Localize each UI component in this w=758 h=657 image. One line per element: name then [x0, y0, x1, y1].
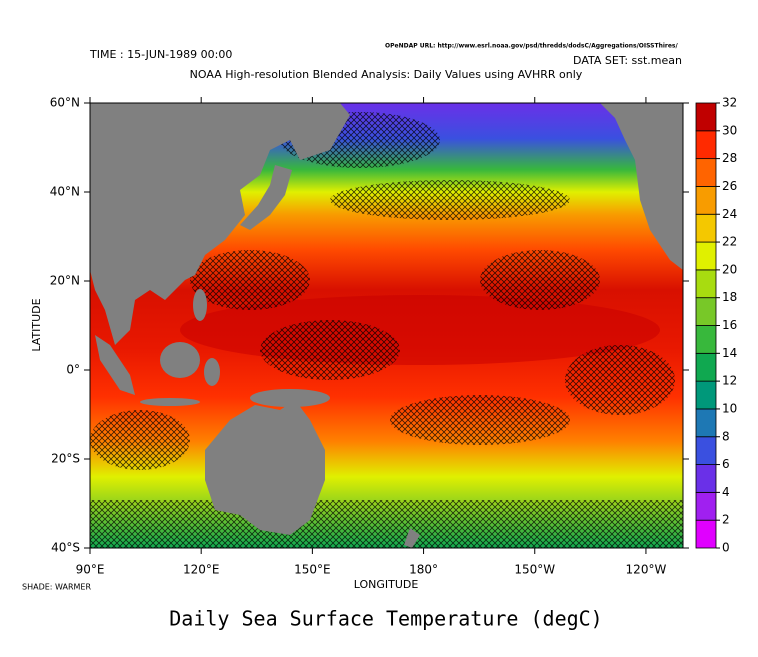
colorbar-swatch [695, 102, 717, 132]
colorbar-label: 16 [722, 318, 737, 332]
colorbar-label: 24 [722, 207, 737, 221]
colorbar-swatch [695, 241, 717, 271]
colorbar-swatch [695, 325, 717, 354]
x-tick-label: 150°W [514, 563, 555, 577]
y-tick-label: 40°N [50, 185, 80, 199]
colorbar-label: 0 [722, 541, 730, 555]
colorbar-swatch [695, 186, 717, 215]
colorbar-label: 8 [722, 429, 730, 443]
colorbar-label: 26 [722, 179, 737, 193]
colorbar-label: 28 [722, 151, 737, 165]
map-field [90, 103, 683, 548]
colorbar-label: 14 [722, 346, 737, 360]
x-tick-label: 120°E [183, 563, 220, 577]
source-url: OPeNDAP URL: http://www.esrl.noaa.gov/ps… [385, 43, 679, 50]
colorbar-swatch [695, 297, 717, 326]
colorbar-label: 10 [722, 401, 737, 415]
dataset-label: DATA SET: sst.mean [573, 54, 682, 67]
colorbar-label: 2 [722, 513, 730, 527]
colorbar-label: 30 [722, 123, 737, 137]
colorbar-swatch [695, 130, 717, 160]
land [90, 103, 683, 548]
time-label: TIME : 15-JUN-1989 00:00 [89, 48, 232, 61]
caption: Daily Sea Surface Temperature (degC) [169, 607, 602, 631]
x-tick-label: 180° [409, 563, 438, 577]
y-tick-label: 20°S [51, 452, 80, 466]
x-tick-label: 90°E [76, 563, 105, 577]
y-tick-label: 60°N [50, 96, 80, 110]
map-title: NOAA High-resolution Blended Analysis: D… [190, 68, 583, 81]
y-tick-label: 40°S [51, 541, 80, 555]
colorbar-label: 22 [722, 235, 737, 249]
shade-label: SHADE: WARMER [22, 583, 91, 592]
colorbar-swatch [695, 380, 717, 410]
colorbar-swatch [695, 352, 717, 382]
colorbar-swatch [695, 408, 717, 438]
colorbar-swatch [695, 464, 717, 493]
colorbar-swatch [695, 213, 717, 243]
colorbar-swatch [695, 269, 717, 299]
colorbar-label: 12 [722, 374, 737, 388]
colorbar-label: 32 [722, 96, 737, 110]
map-frame [89, 102, 684, 549]
colorbar-swatch [695, 491, 717, 521]
colorbar-label: 18 [722, 290, 737, 304]
colorbar-swatch [695, 436, 717, 465]
y-axis-label: LATITUDE [30, 298, 43, 351]
x-tick-label: 120°W [626, 563, 667, 577]
colorbar-label: 20 [722, 262, 737, 276]
colorbar-swatch [695, 158, 717, 187]
y-tick-label: 0° [66, 363, 80, 377]
colorbar-swatch [695, 519, 717, 549]
y-tick-label: 20°N [50, 274, 80, 288]
x-tick-label: 150°E [294, 563, 331, 577]
colorbar-label: 4 [722, 485, 730, 499]
x-axis-label: LONGITUDE [354, 578, 419, 591]
colorbar-label: 6 [722, 457, 730, 471]
